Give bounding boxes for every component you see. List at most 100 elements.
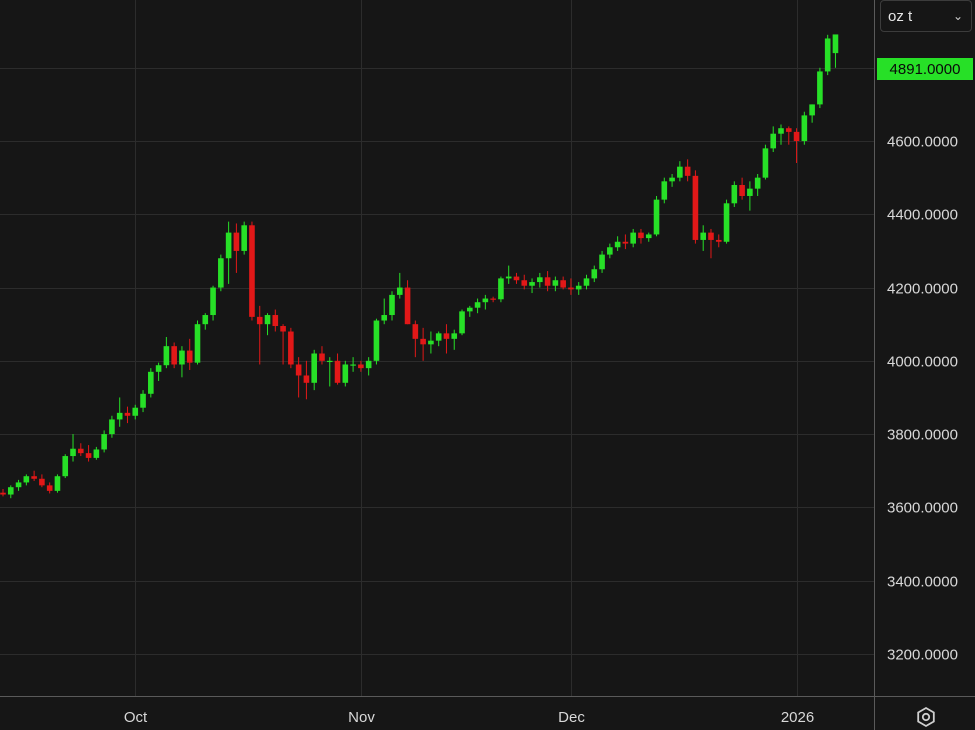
candle	[622, 234, 629, 250]
candle	[513, 272, 520, 284]
candle-body	[46, 485, 53, 491]
time-axis[interactable]: Oct Nov Dec 2026	[124, 709, 814, 726]
candle	[583, 274, 590, 290]
candle	[785, 126, 792, 145]
candle	[396, 272, 403, 299]
y-tick-label: 4200.0000	[887, 281, 958, 298]
candle	[715, 234, 722, 248]
candle-body	[295, 364, 302, 376]
y-tick-label: 3400.0000	[887, 574, 958, 591]
unit-selector[interactable]: oz t ⌄	[880, 0, 972, 32]
candle-body	[537, 277, 543, 283]
candle-body	[677, 166, 683, 178]
candle	[824, 34, 831, 76]
candle	[31, 470, 37, 481]
candle-body	[373, 320, 380, 361]
candle-body	[723, 203, 730, 242]
unit-selector-value: oz t	[888, 7, 913, 25]
candle-body	[389, 294, 395, 316]
candle	[747, 181, 753, 211]
candle	[700, 225, 706, 251]
candle-body	[0, 492, 6, 495]
chevron-down-icon: ⌄	[952, 9, 963, 23]
candle	[521, 274, 528, 290]
candle	[233, 223, 240, 273]
candle-body	[583, 278, 590, 286]
candle-body	[350, 364, 356, 366]
candle-body	[809, 104, 815, 116]
candle	[560, 276, 566, 290]
y-tick-label: 3200.0000	[887, 647, 958, 664]
candle-body	[241, 225, 247, 251]
candle-body	[148, 371, 154, 394]
candle	[101, 430, 107, 453]
candle-body	[412, 324, 419, 339]
candle	[132, 404, 139, 420]
candle-body	[653, 199, 660, 235]
candle	[552, 276, 559, 292]
candle	[809, 104, 815, 123]
candle	[420, 327, 426, 361]
x-tick-label: Nov	[348, 709, 375, 726]
candle-body	[785, 128, 792, 132]
candle	[62, 454, 69, 479]
candle	[412, 320, 419, 358]
candle	[428, 331, 434, 354]
candle-body	[319, 353, 325, 361]
candle-body	[70, 448, 76, 457]
candle	[334, 353, 341, 385]
candle	[568, 278, 574, 295]
candle	[124, 406, 131, 424]
y-tick-label: 4000.0000	[887, 354, 958, 371]
candle	[762, 144, 769, 180]
candle	[155, 362, 162, 381]
candle-body	[186, 350, 193, 363]
candle	[0, 489, 6, 497]
candle-body	[249, 225, 255, 317]
candle-body	[280, 326, 286, 332]
candle-body	[171, 346, 177, 365]
candle	[241, 221, 247, 255]
candle-body	[747, 188, 753, 196]
candle	[443, 324, 450, 354]
candle	[288, 327, 294, 369]
candle	[179, 346, 185, 378]
candle-body	[801, 115, 808, 142]
candle-body	[365, 360, 372, 369]
candle-body	[451, 333, 458, 339]
candle-body	[521, 280, 528, 286]
candle	[280, 324, 286, 365]
x-tick-label: 2026	[781, 709, 814, 726]
candle-body	[163, 346, 170, 366]
candle-body	[420, 338, 426, 345]
candle-body	[443, 333, 450, 339]
settings-gear-icon[interactable]	[914, 705, 938, 729]
candle-body	[793, 131, 800, 142]
candle	[389, 291, 395, 321]
candle-body	[490, 298, 496, 300]
candle-body	[638, 232, 644, 239]
last-price-badge: 4891.0000	[877, 58, 973, 80]
candle-body	[23, 476, 30, 483]
candle	[731, 181, 738, 207]
price-axis[interactable]: 3200.0000 3400.0000 3600.0000 3800.0000 4000…	[887, 61, 958, 664]
candle	[163, 337, 170, 369]
candle-body	[459, 311, 465, 334]
candle	[661, 177, 668, 204]
candle-body	[498, 278, 504, 300]
candle-body	[155, 365, 162, 372]
candle-body	[778, 128, 784, 134]
x-tick-label: Oct	[124, 709, 148, 726]
candle	[148, 368, 154, 398]
candle	[575, 282, 582, 295]
candle-body	[817, 71, 823, 105]
grid-lines	[0, 0, 874, 696]
candle	[677, 161, 683, 182]
candle	[342, 360, 349, 387]
candle-body	[645, 234, 652, 239]
candle	[373, 318, 380, 365]
candle	[295, 357, 302, 398]
candle-body	[560, 280, 566, 288]
candle	[684, 159, 691, 182]
